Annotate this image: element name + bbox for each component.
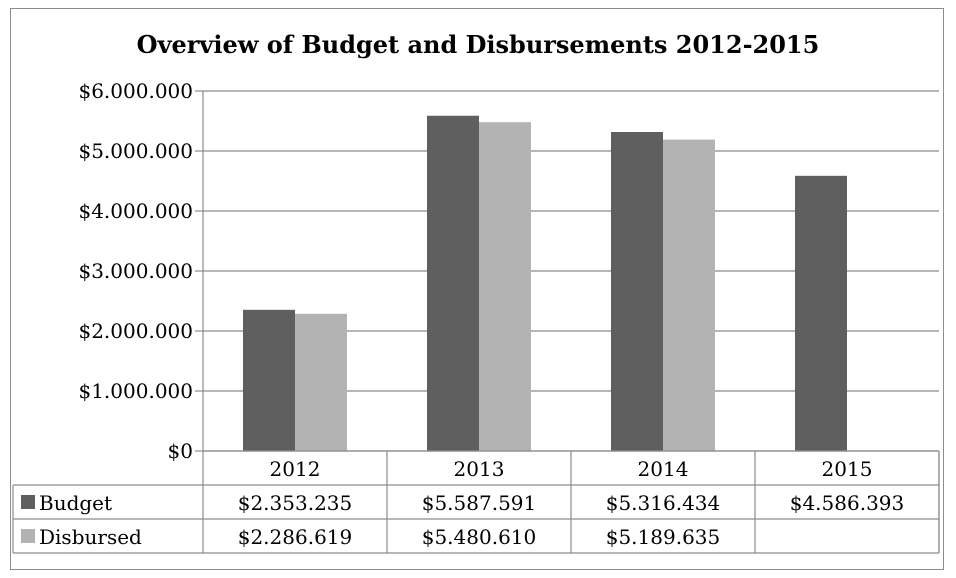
y-tick-label: $3.000.000 (78, 259, 193, 283)
y-tick-label: $6.000.000 (78, 79, 193, 103)
data-label: $5.480.610 (422, 525, 537, 549)
legend-label-budget: Budget (39, 491, 112, 515)
legend-swatch-disbursed (21, 529, 35, 543)
bar-disbursed-2014 (663, 139, 715, 452)
bar-budget-2013 (427, 115, 479, 451)
legend-label-disbursed: Disbursed (39, 525, 142, 549)
y-tick-label: $2.000.000 (78, 319, 193, 343)
bar-disbursed-2012 (295, 313, 347, 451)
y-tick-label: $4.000.000 (78, 199, 193, 223)
y-tick-label: $5.000.000 (78, 139, 193, 163)
y-tick-label: $1.000.000 (78, 379, 193, 403)
bar-budget-2014 (611, 132, 663, 451)
category-label: 2015 (822, 457, 873, 481)
legend-swatch-budget (21, 495, 35, 509)
category-label: 2012 (270, 457, 321, 481)
bar-budget-2015 (795, 175, 847, 452)
y-axis-tick-labels: $0 $1.000.000 $2.000.000 $3.000.000 $4.000.0… (78, 79, 193, 463)
chart-area: Overview of Budget and Disbursements 201… (10, 8, 944, 570)
data-label: $2.286.619 (238, 525, 353, 549)
category-label: 2013 (454, 457, 505, 481)
data-label: $2.353.235 (238, 491, 353, 515)
bar-chart: Overview of Budget and Disbursements 201… (12, 30, 940, 554)
chart-title: Overview of Budget and Disbursements 201… (137, 30, 820, 59)
bar-budget-2012 (243, 309, 295, 451)
bar-disbursed-2013 (479, 122, 531, 452)
category-label: 2014 (638, 457, 689, 481)
data-label: $5.587.591 (422, 491, 537, 515)
bars (243, 115, 847, 452)
data-label: $5.189.635 (606, 525, 721, 549)
y-tick-label: $0 (168, 439, 193, 463)
data-label: $5.316.434 (606, 491, 721, 515)
data-label: $4.586.393 (790, 491, 905, 515)
data-table: 2012 2013 2014 2015 Budget $2.353.235 $5.587.5… (12, 450, 940, 554)
